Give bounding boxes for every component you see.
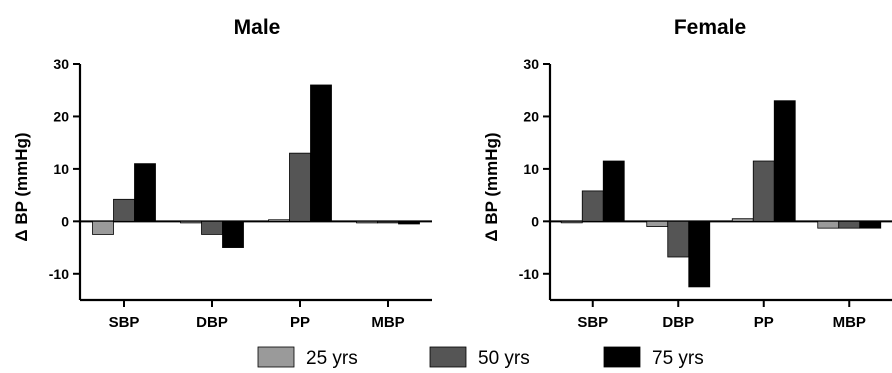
bar-dbp-75-yrs: [222, 220, 244, 248]
bar-dbp-25-yrs: [180, 220, 202, 224]
y-tick-labels: 30 20 10 0 -10: [49, 56, 69, 282]
category-label-dbp: DBP: [662, 314, 694, 331]
y-tick-label: 10: [53, 161, 69, 177]
bar-pp-50-yrs: [289, 152, 311, 222]
chart-title: Male: [234, 16, 281, 39]
y-tick-label: 30: [53, 56, 69, 72]
y-tick-label: 30: [523, 56, 539, 72]
y-tick-labels: 30 20 10 0 -10: [519, 56, 539, 282]
category-label-dbp: DBP: [196, 314, 228, 331]
axes: [73, 63, 432, 307]
y-tick-label: -10: [519, 266, 539, 282]
legend-swatch-75-yrs: [603, 346, 641, 368]
bar-mbp-25-yrs: [356, 220, 378, 224]
bar-pp-25-yrs: [731, 218, 754, 222]
bar-sbp-50-yrs: [581, 190, 604, 222]
bar-dbp-50-yrs: [667, 220, 690, 258]
y-tick-label: 0: [61, 213, 69, 229]
category-labels: SBP DBP PP MBP: [109, 314, 405, 331]
bar-sbp-75-yrs: [602, 160, 625, 222]
bar-pp-50-yrs: [752, 160, 775, 222]
bar-mbp-50-yrs: [838, 220, 861, 229]
bars: [560, 100, 882, 288]
legend-label: 25 yrs: [306, 348, 358, 369]
bar-mbp-75-yrs: [398, 220, 420, 225]
legend-swatch-50-yrs: [429, 346, 467, 368]
y-tick-label: 0: [531, 213, 539, 229]
bar-mbp-50-yrs: [377, 220, 399, 224]
bar-sbp-25-yrs: [92, 220, 114, 235]
chart-title: Female: [674, 16, 746, 39]
bar-mbp-25-yrs: [817, 220, 840, 229]
category-label-sbp: SBP: [109, 314, 140, 331]
female-chart-panel: Female Δ BP (mmHg) 30 20 10 0 -10 SBP DBP PP MB…: [482, 16, 892, 331]
legend-label: 75 yrs: [652, 348, 704, 369]
bar-pp-75-yrs: [310, 84, 332, 222]
y-tick-label: -10: [49, 266, 69, 282]
bars: [92, 84, 420, 248]
bar-pp-25-yrs: [268, 219, 290, 222]
male-chart-panel: Male Δ BP (mmHg) 30 20 10 0 -10 SBP DBP PP MBP: [12, 16, 432, 331]
legend: 25 yrs 50 yrs 75 yrs: [257, 346, 704, 369]
y-tick-label: 20: [53, 108, 69, 124]
category-label-pp: PP: [290, 314, 310, 331]
y-tick-label: 10: [523, 161, 539, 177]
category-labels: SBP DBP PP MBP: [577, 314, 866, 331]
category-label-mbp: MBP: [833, 314, 866, 331]
bar-sbp-75-yrs: [134, 163, 156, 222]
category-label-mbp: MBP: [371, 314, 404, 331]
bar-pp-75-yrs: [773, 100, 796, 222]
axes: [543, 63, 892, 307]
bar-sbp-25-yrs: [560, 220, 583, 224]
y-tick-label: 20: [523, 108, 539, 124]
bar-sbp-50-yrs: [113, 198, 135, 222]
category-label-sbp: SBP: [577, 314, 608, 331]
bar-dbp-75-yrs: [688, 220, 711, 288]
legend-label: 50 yrs: [478, 348, 530, 369]
bar-mbp-75-yrs: [859, 220, 882, 229]
category-label-pp: PP: [754, 314, 774, 331]
y-axis-label: Δ BP (mmHg): [12, 132, 31, 241]
bar-dbp-50-yrs: [201, 220, 223, 235]
legend-swatch-25-yrs: [257, 346, 295, 368]
bar-dbp-25-yrs: [646, 220, 669, 227]
y-axis-label: Δ BP (mmHg): [482, 132, 501, 241]
